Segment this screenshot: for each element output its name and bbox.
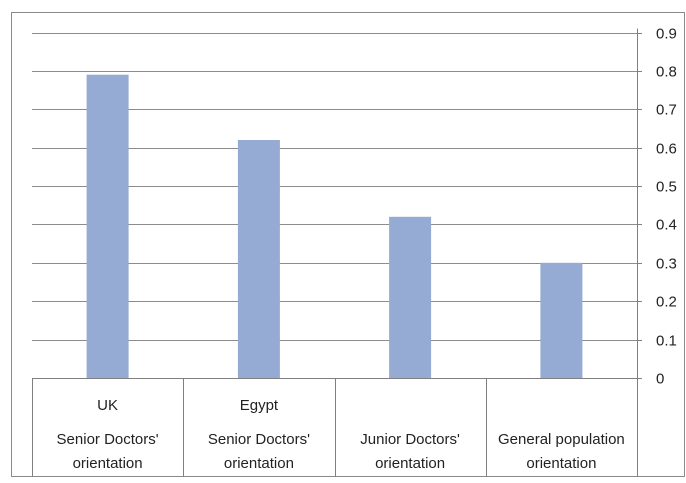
bar [86,74,129,378]
y-tick-label: 0.3 [656,256,677,273]
category-label-top: UK [97,397,118,414]
bar [389,216,432,378]
category-labels: UK Senior Doctors' orientation Egypt Senior … [57,397,625,472]
y-tick-label: 0.8 [656,64,677,81]
category-label-top: Egypt [240,397,279,414]
bar [237,140,280,378]
y-tick-labels: 0 0.1 0.2 0.3 0.4 0.5 0.6 0.7 0.8 0.9 [656,26,677,388]
category-label-line1: Senior Doctors' [57,431,159,448]
axes [32,28,642,476]
category-label-line2: orientation [224,455,294,472]
y-tick-label: 0.4 [656,217,677,234]
category-label-line2: orientation [526,455,596,472]
y-tick-label: 0.5 [656,179,677,196]
y-tick-label: 0.6 [656,141,677,158]
bar [540,262,583,378]
y-tick-label: 0 [656,371,664,388]
category-label-line1: General population [498,431,625,448]
y-tick-label: 0.1 [656,333,677,350]
category-label-line2: orientation [73,455,143,472]
y-tick-label: 0.7 [656,102,677,119]
y-tick-label: 0.9 [656,26,677,43]
category-label-line2: orientation [375,455,445,472]
bars [86,74,583,378]
gridlines [32,33,637,341]
category-label-line1: Junior Doctors' [360,431,460,448]
category-label-line1: Senior Doctors' [208,431,310,448]
y-tick-label: 0.2 [656,294,677,311]
